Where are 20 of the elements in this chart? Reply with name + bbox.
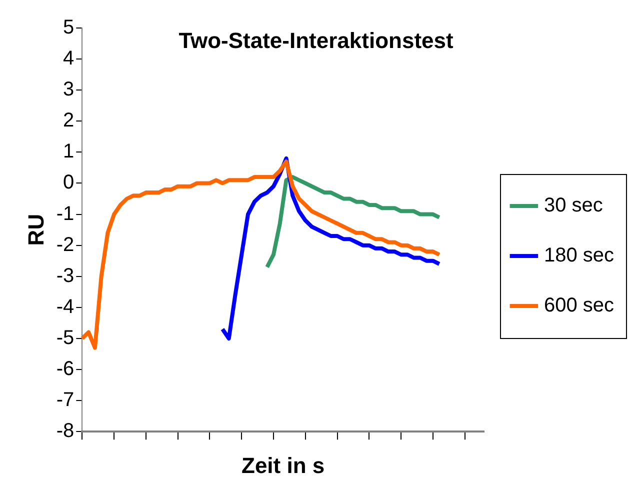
y-tick-label: 5 xyxy=(63,16,74,39)
y-tick-label: 0 xyxy=(63,172,74,194)
y-tick-label: 2 xyxy=(63,110,74,132)
y-tick-label: 3 xyxy=(63,78,74,101)
y-tick-label: -2 xyxy=(56,234,74,256)
y-tick-label: -4 xyxy=(56,296,74,318)
y-tick-label: -3 xyxy=(56,264,74,287)
chart-title: Two-State-Interaktionstest xyxy=(178,28,454,54)
y-tick-label: -1 xyxy=(56,202,74,225)
y-tick-label: -5 xyxy=(56,326,74,349)
y-tick-label: 1 xyxy=(63,140,74,163)
legend-label: 600 sec xyxy=(544,294,614,317)
y-tick-label: 4 xyxy=(63,48,74,70)
y-tick-label: -7 xyxy=(56,389,74,412)
legend-label: 180 sec xyxy=(544,244,614,267)
y-tick-label: -6 xyxy=(56,358,74,380)
y-axis-title: RU xyxy=(23,214,48,246)
x-axis-title: Zeit in s xyxy=(242,452,325,478)
y-tick-label: -8 xyxy=(56,420,74,442)
legend-label: 30 sec xyxy=(544,194,603,217)
